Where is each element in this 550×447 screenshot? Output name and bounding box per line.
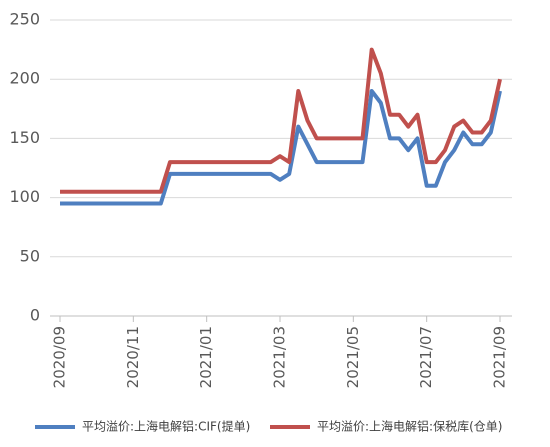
x-tick-label: 2021/09 xyxy=(491,326,509,388)
x-tick-label: 2021/01 xyxy=(197,326,215,388)
x-tick-label: 2020/09 xyxy=(51,326,69,388)
legend-label: 平均溢价:上海电解铝:CIF(提单) xyxy=(82,419,250,434)
y-tick-label: 150 xyxy=(9,128,40,147)
y-tick-label: 50 xyxy=(20,246,40,265)
y-tick-label: 0 xyxy=(30,306,40,325)
x-tick-label: 2021/07 xyxy=(417,326,435,388)
series-line xyxy=(60,47,502,194)
legend-label: 平均溢价:上海电解铝:保税库(仓单) xyxy=(317,419,502,434)
series-line xyxy=(60,89,502,206)
x-tick-label: 2020/11 xyxy=(124,326,142,388)
x-tick-label: 2021/03 xyxy=(271,326,289,388)
y-tick-label: 250 xyxy=(9,10,40,29)
y-tick-label: 100 xyxy=(9,187,40,206)
y-tick-label: 200 xyxy=(9,69,40,88)
x-tick-label: 2021/05 xyxy=(344,326,362,388)
